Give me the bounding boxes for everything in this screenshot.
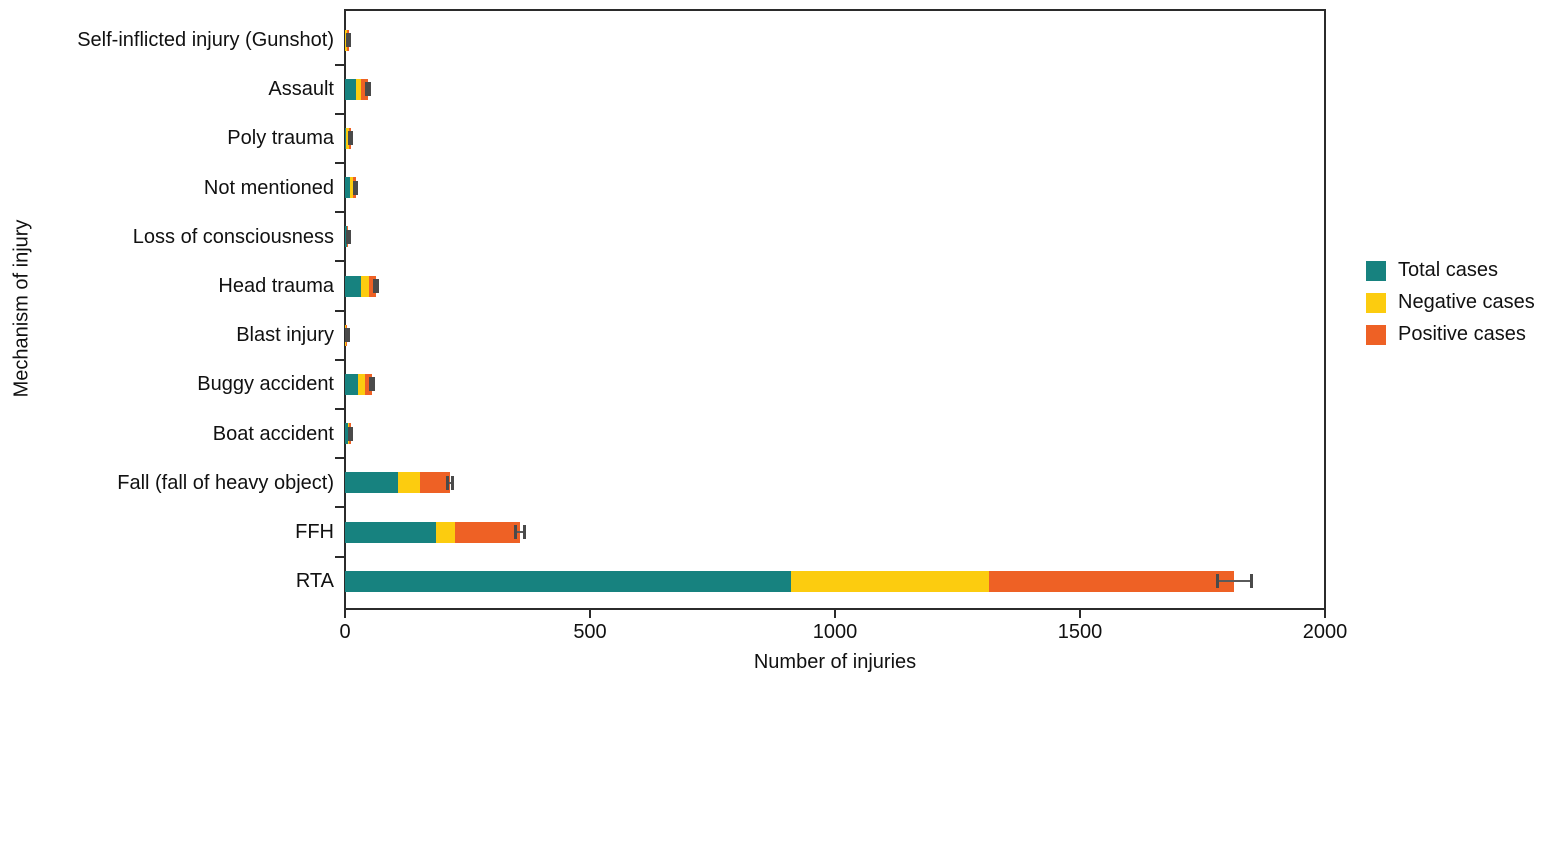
error-bar-cap [450, 475, 454, 490]
category-label-buggy-accident: Buggy accident [197, 373, 334, 396]
bar-segment-negative-cases [346, 127, 349, 149]
error-bar-cap [348, 33, 352, 47]
category-label-not-mentioned: Not mentioned [203, 176, 334, 199]
x-axis-tick [1324, 610, 1326, 618]
bar-segment-positive-cases [989, 570, 1235, 592]
error-bar-whisker [447, 481, 453, 484]
error-bar-cap [369, 377, 373, 392]
x-tick-label: 1000 [812, 621, 858, 643]
bar-segment-negative-cases [350, 177, 353, 199]
error-bar-cap [1215, 574, 1219, 589]
error-bar-cap [375, 279, 379, 293]
bar-segment-total-cases [345, 570, 791, 592]
error-bar-cap [346, 33, 350, 47]
error-bar-cap [348, 131, 352, 146]
legend-swatch-positive-cases [1366, 324, 1386, 345]
y-axis-tick [335, 63, 344, 66]
plot-area [344, 9, 1326, 610]
bar-segment-total-cases [345, 29, 346, 51]
error-bar-cap [353, 180, 357, 195]
bar-segment-total-cases [345, 373, 358, 395]
category-label-self-inflicted-injury-gunshot: Self-inflicted injury (Gunshot) [77, 29, 334, 51]
bar-segment-negative-cases [355, 78, 361, 100]
bar-segment-total-cases [345, 127, 347, 149]
bar-segment-negative-cases [435, 521, 456, 543]
error-bar-cap [1250, 574, 1253, 589]
category-label-poly-trauma: Poly trauma [227, 127, 334, 150]
legend-row-negative-cases: Negative cases [1366, 292, 1535, 313]
x-tick-label: 1500 [1057, 621, 1103, 643]
legend-row-positive-cases: Positive cases [1366, 324, 1535, 345]
error-bar-cap [347, 229, 351, 244]
bar-segment-positive-cases [368, 275, 376, 297]
bar-segment-total-cases [345, 275, 362, 297]
bar-segment-positive-cases [455, 521, 520, 543]
y-axis-tick [335, 506, 344, 509]
x-axis-tick [834, 610, 836, 618]
legend-label: Positive cases [1398, 323, 1526, 345]
error-bar-cap [344, 328, 348, 343]
bar-segment-total-cases [345, 177, 351, 199]
legend-swatch-negative-cases [1366, 292, 1386, 313]
bar-segment-total-cases [345, 472, 398, 494]
x-tick-label: 2000 [1302, 621, 1348, 643]
bar-segment-total-cases [345, 78, 356, 100]
error-bar-cap [372, 377, 376, 392]
category-label-rta: RTA [295, 570, 334, 593]
bar-segment-negative-cases [397, 472, 421, 494]
x-tick-label: 0 [339, 621, 351, 643]
error-bar-cap [365, 82, 369, 97]
error-bar-cap [350, 131, 354, 146]
error-bar-cap [346, 328, 350, 343]
y-axis-tick [335, 162, 344, 164]
error-bar-cap [368, 82, 371, 97]
category-label-fall-fall-of-heavy-object: Fall (fall of heavy object) [117, 471, 334, 494]
bar-segment-total-cases [345, 423, 349, 445]
category-label-loss-of-consciousness: Loss of consciousness [132, 225, 334, 248]
y-axis-tick [335, 555, 344, 558]
category-label-assault: Assault [268, 78, 334, 101]
legend-label: Total cases [1398, 259, 1499, 281]
error-bar-cap [350, 426, 354, 441]
x-axis-tick [589, 610, 591, 618]
y-axis-tick [335, 112, 344, 115]
x-axis-tick [1079, 610, 1081, 618]
bar-segment-negative-cases [790, 570, 990, 592]
error-bar-cap [348, 426, 352, 441]
bar-segment-positive-cases [360, 78, 369, 100]
error-bar-cap [445, 475, 449, 490]
x-tick-label: 500 [573, 621, 607, 643]
x-axis-tick [344, 610, 346, 618]
bar-segment-negative-cases [361, 275, 369, 297]
error-bar-cap [523, 525, 527, 539]
error-bar-cap [355, 180, 359, 195]
y-axis-tick [335, 358, 344, 361]
bar-segment-total-cases [345, 521, 436, 543]
y-axis-tick [335, 211, 344, 214]
error-bar-cap [513, 525, 517, 539]
category-label-blast-injury: Blast injury [236, 324, 334, 347]
y-axis-tick [335, 309, 344, 312]
legend-swatch-total-cases [1366, 260, 1386, 281]
error-bar-cap [345, 229, 349, 244]
error-bar-whisker [1217, 580, 1252, 583]
legend-label: Negative cases [1398, 291, 1535, 313]
bar-segment-negative-cases [357, 373, 366, 395]
category-label-ffh: FFH [295, 521, 334, 543]
legend-row-total-cases: Total cases [1366, 260, 1535, 281]
category-label-boat-accident: Boat accident [212, 422, 334, 445]
error-bar-cap [372, 279, 376, 293]
bar-segment-positive-cases [420, 472, 450, 494]
y-axis-tick [335, 457, 344, 460]
y-axis-tick [335, 260, 344, 263]
x-axis-title: Number of injuries [753, 651, 917, 673]
legend: Total cases Negative cases Positive cases [1366, 260, 1535, 356]
error-bar-whisker [515, 531, 525, 533]
category-label-head-trauma: Head trauma [218, 275, 334, 297]
y-axis-tick [335, 408, 344, 410]
bar-segment-positive-cases [365, 373, 373, 395]
